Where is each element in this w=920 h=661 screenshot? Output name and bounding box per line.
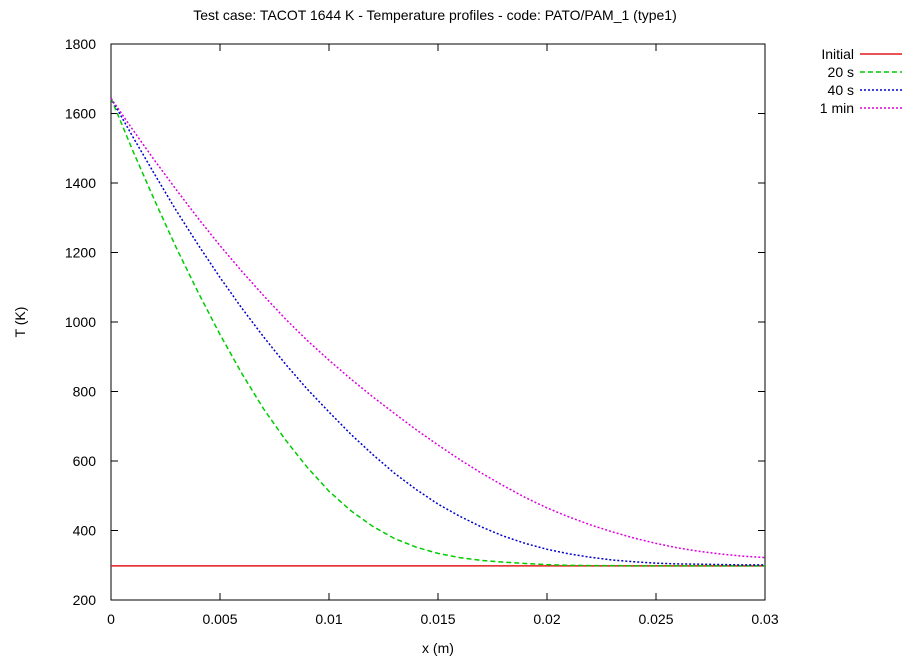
y-tick-label: 1800: [65, 36, 96, 52]
chart-title: Test case: TACOT 1644 K - Temperature pr…: [193, 7, 676, 23]
y-tick-label: 600: [73, 453, 97, 469]
y-axis-label: T (K): [12, 307, 28, 338]
y-tick-label: 800: [73, 384, 97, 400]
x-tick-label: 0: [107, 611, 115, 627]
series-line-2: [110, 97, 765, 566]
y-tick-label: 1400: [65, 175, 96, 191]
legend-label-2: 40 s: [828, 82, 854, 98]
legend-label-0: Initial: [821, 46, 854, 62]
y-tick-label: 200: [73, 592, 97, 608]
x-tick-label: 0.02: [533, 611, 560, 627]
series-line-1: [110, 97, 765, 567]
x-axis-label: x (m): [422, 640, 454, 656]
y-tick-label: 400: [73, 523, 97, 539]
legend-label-1: 20 s: [828, 64, 854, 80]
series-line-3: [110, 97, 766, 559]
y-tick-label: 1000: [65, 314, 96, 330]
y-tick-label: 1200: [65, 245, 96, 261]
series-lines: [110, 97, 766, 567]
x-tick-label: 0.025: [638, 611, 673, 627]
x-tick-label: 0.03: [751, 611, 778, 627]
y-tick-label: 1600: [65, 106, 96, 122]
plot-frame: [110, 43, 766, 601]
x-tick-label: 0.005: [202, 611, 237, 627]
legend-label-3: 1 min: [820, 100, 854, 116]
axis-ticks: 0 0.005 0.01 0.015 0.02 0.025 0.03 200 400 600 800…: [65, 36, 779, 627]
x-tick-label: 0.015: [420, 611, 455, 627]
legend: Initial 20 s 40 s 1 min: [820, 46, 902, 116]
x-tick-label: 0.01: [315, 611, 342, 627]
